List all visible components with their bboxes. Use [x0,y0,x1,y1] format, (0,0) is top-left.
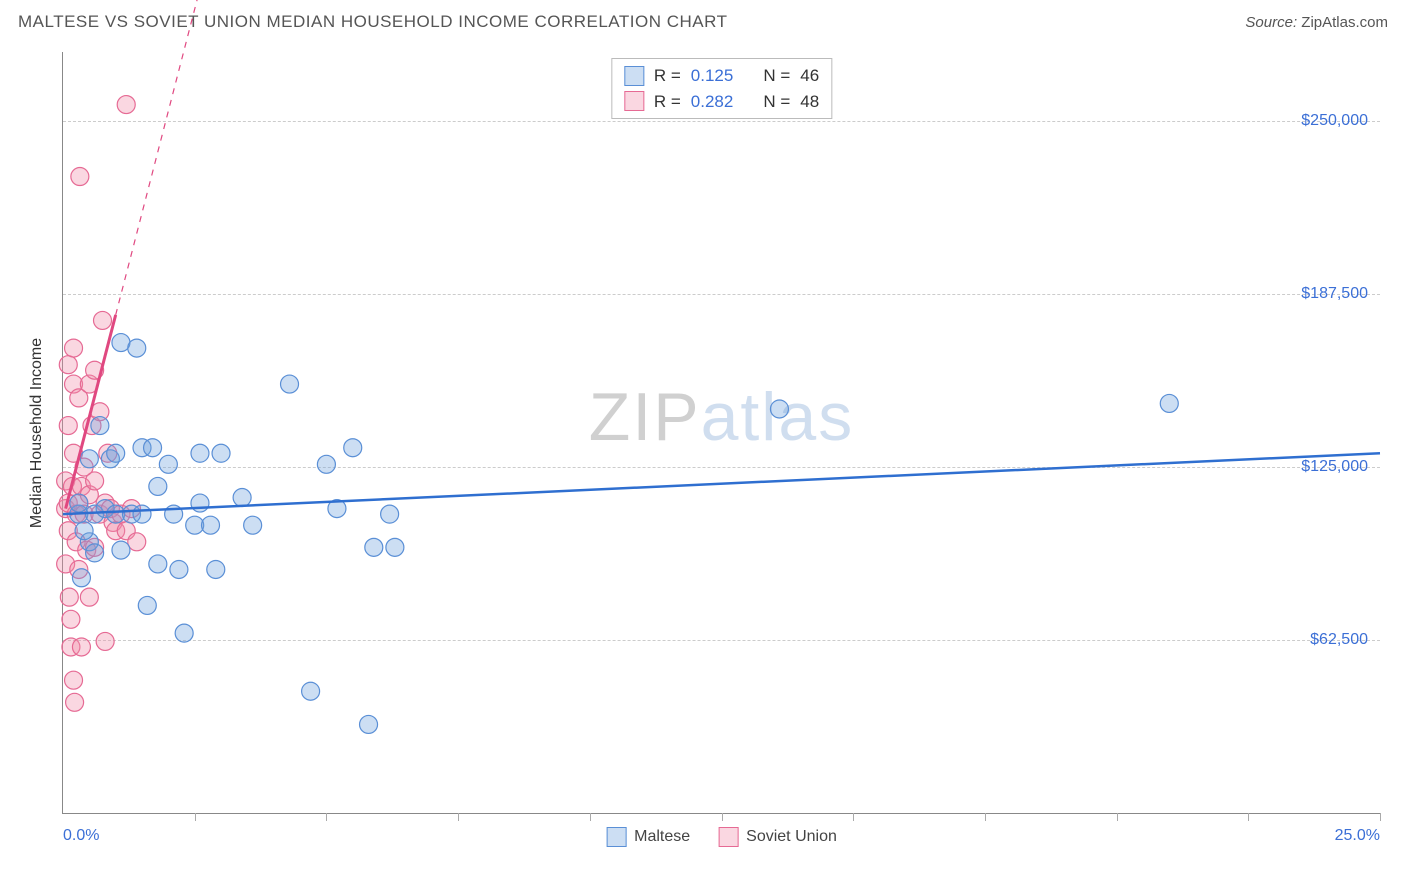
legend-n-value: 46 [800,63,819,89]
source-label: Source: [1245,14,1297,31]
source-value: ZipAtlas.com [1301,14,1388,31]
legend-swatch [624,91,644,111]
legend-r-label: R = [654,63,681,89]
x-tick [985,813,986,821]
legend-stats: R = 0.125 N = 46 R = 0.282 N = 48 [611,58,832,119]
scatter-plot-svg [63,52,1380,813]
x-tick-label: 25.0% [1335,827,1380,845]
legend-swatch [606,827,626,847]
x-tick [458,813,459,821]
source-attribution: Source: ZipAtlas.com [1245,14,1388,31]
legend-r-value: 0.125 [691,63,734,89]
y-axis-title: Median Household Income [28,337,46,527]
x-tick [195,813,196,821]
x-tick [326,813,327,821]
x-tick [1380,813,1381,821]
legend-n-value: 48 [800,89,819,115]
legend-item: Maltese [606,827,690,847]
legend-r-value: 0.282 [691,89,734,115]
x-tick [722,813,723,821]
x-tick [1117,813,1118,821]
plot-area: Median Household Income ZIPatlas R = 0.1… [62,52,1380,814]
legend-stats-row: R = 0.282 N = 48 [624,89,819,115]
legend-n-label: N = [763,89,790,115]
page-title: MALTESE VS SOVIET UNION MEDIAN HOUSEHOLD… [18,12,727,32]
legend-swatch [624,66,644,86]
x-tick [590,813,591,821]
legend-stats-row: R = 0.125 N = 46 [624,63,819,89]
legend-item: Soviet Union [718,827,837,847]
header: MALTESE VS SOVIET UNION MEDIAN HOUSEHOLD… [0,0,1406,40]
legend-label: Maltese [634,828,690,845]
x-tick [1248,813,1249,821]
legend-series: Maltese Soviet Union [606,827,837,847]
x-tick [853,813,854,821]
x-tick-label: 0.0% [63,827,99,845]
legend-swatch [718,827,738,847]
legend-label: Soviet Union [746,828,837,845]
legend-n-label: N = [763,63,790,89]
legend-r-label: R = [654,89,681,115]
chart-container: Median Household Income ZIPatlas R = 0.1… [18,48,1388,862]
